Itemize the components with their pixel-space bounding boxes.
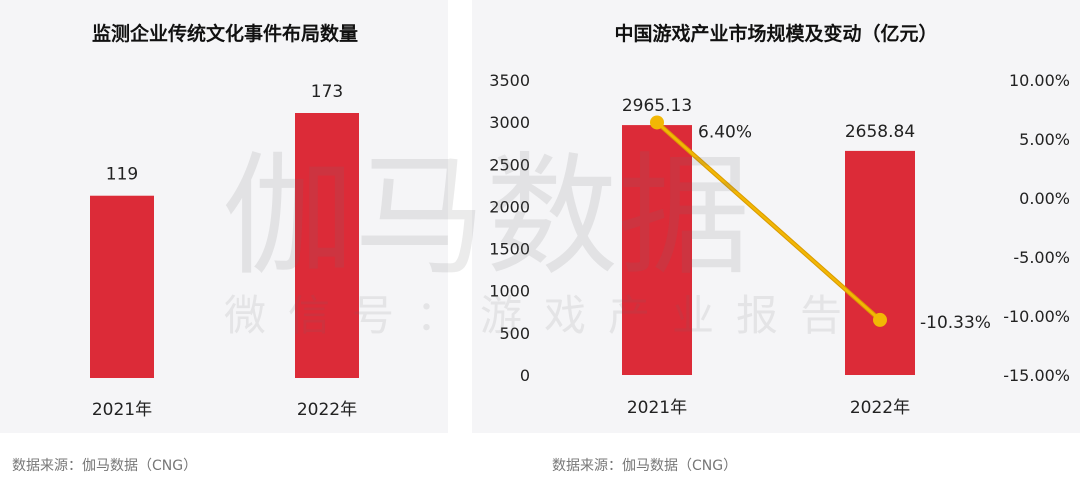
right-y-tick: -10.00%	[1003, 307, 1070, 326]
right-y-tick: -5.00%	[1013, 248, 1070, 267]
line-data-label: -10.33%	[920, 313, 991, 333]
bar-data-label: 2965.13	[622, 96, 692, 116]
watermark-main: 伽马数据	[222, 140, 750, 294]
x-tick-label: 2022年	[850, 398, 910, 418]
bar-data-label: 2658.84	[845, 122, 915, 142]
left-y-tick: 2500	[489, 155, 530, 174]
left-y-tick: 500	[499, 324, 530, 343]
left-y-tick: 3000	[489, 113, 530, 132]
line-point	[873, 312, 887, 327]
left-source-note: 数据来源：伽马数据（CNG）	[12, 458, 197, 474]
left-chart-title: 监测企业传统文化事件布局数量	[92, 22, 358, 45]
right-source-note: 数据来源：伽马数据（CNG）	[552, 458, 737, 474]
bar-2021年	[90, 195, 154, 378]
left-y-tick: 3500	[489, 71, 530, 90]
bar-2022年	[845, 150, 915, 375]
right-y-tick: 10.00%	[1009, 71, 1070, 90]
bar-2021年	[622, 125, 692, 375]
bar-2022年	[295, 113, 359, 378]
right-y-tick: 5.00%	[1019, 130, 1070, 149]
watermark-sub: 微信号：游戏产业报告	[224, 291, 864, 340]
line-data-label: 6.40%	[698, 122, 752, 142]
left-y-tick: 1000	[489, 282, 530, 301]
right-y-tick: 0.00%	[1019, 189, 1070, 208]
left-y-tick: 2000	[489, 197, 530, 216]
x-tick-label: 2021年	[627, 398, 687, 418]
right-panel	[472, 0, 1080, 433]
right-chart-title: 中国游戏产业市场规模及变动（亿元）	[614, 22, 937, 45]
bar-data-label: 119	[106, 165, 138, 185]
left-panel	[0, 0, 448, 433]
right-y-tick: -15.00%	[1003, 366, 1070, 385]
x-tick-label: 2021年	[92, 400, 152, 420]
line-series	[656, 121, 881, 321]
left-y-tick: 0	[520, 366, 530, 385]
bar-data-label: 173	[311, 82, 343, 102]
line-point	[650, 115, 664, 130]
x-tick-label: 2022年	[297, 400, 357, 420]
left-y-tick: 1500	[489, 240, 530, 259]
